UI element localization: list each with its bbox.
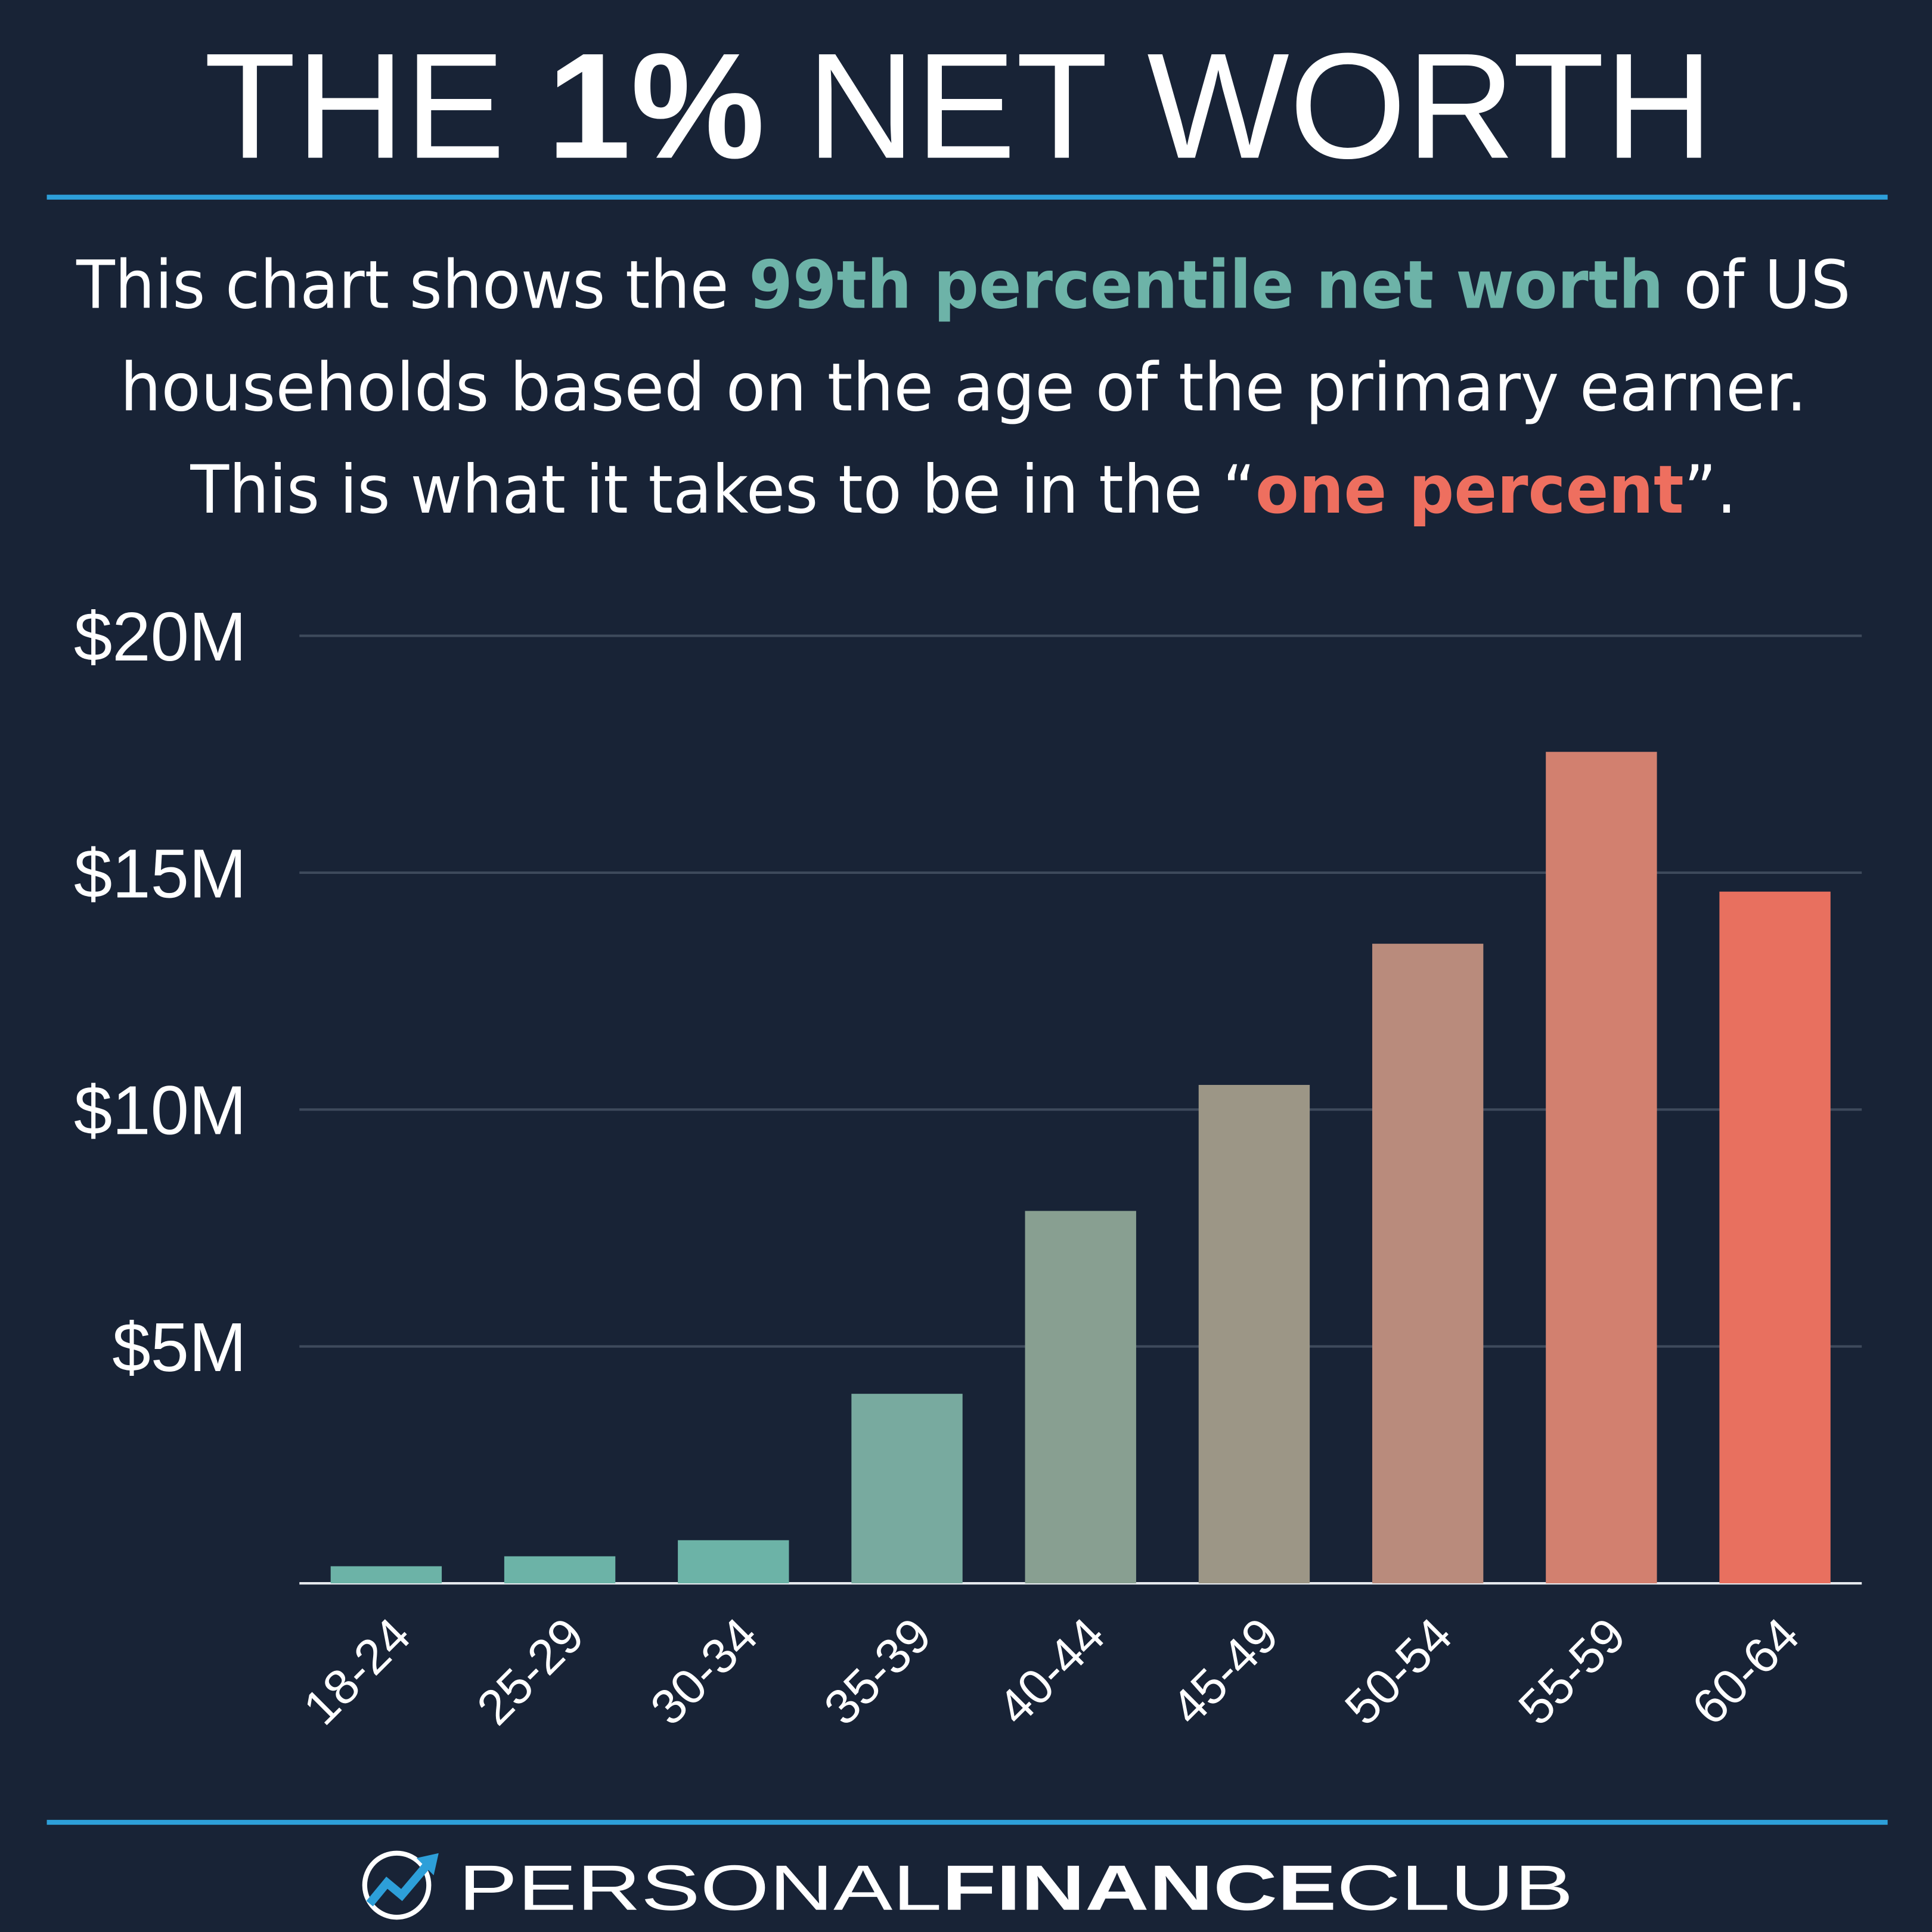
chart-title: THE 1% NET WORTH xyxy=(204,23,1713,190)
logo xyxy=(362,1850,439,1920)
subtitle-part: households based on the age of the prima… xyxy=(120,349,1807,426)
subtitle-part: This is what it takes to be in the “ xyxy=(190,451,1255,529)
bar xyxy=(1198,1084,1310,1584)
y-tick-label: $15M xyxy=(74,835,247,912)
subtitle-highlight: 99th percentile net worth xyxy=(749,247,1663,324)
footer-part: CLUB xyxy=(1336,1852,1573,1924)
subtitle-line: This chart shows the 99th percentile net… xyxy=(76,247,1850,324)
logo-ring xyxy=(362,1850,432,1920)
title-part: 1% xyxy=(547,23,765,190)
logo-arrow xyxy=(366,1860,432,1907)
footer: PERSONAL FINANCE CLUB xyxy=(458,1852,1574,1924)
subtitle-line: This is what it takes to be in the “one … xyxy=(190,451,1736,529)
subtitle-part: This chart shows the xyxy=(76,247,749,324)
bar xyxy=(1372,944,1484,1584)
bar xyxy=(1546,752,1657,1584)
subtitle-part: of US xyxy=(1664,247,1851,324)
y-tick-label: $5M xyxy=(112,1308,246,1386)
bar xyxy=(1719,891,1831,1584)
y-tick-label: $20M xyxy=(74,598,247,675)
bar xyxy=(330,1566,442,1584)
footer-part: PERSONAL xyxy=(458,1852,942,1924)
subtitle-part: ”. xyxy=(1684,451,1737,529)
bar xyxy=(851,1394,963,1584)
title-part: NET WORTH xyxy=(765,23,1713,190)
bar xyxy=(1025,1211,1136,1584)
subtitle-highlight: one percent xyxy=(1255,451,1684,529)
y-tick-label: $10M xyxy=(74,1072,247,1149)
title-part: THE xyxy=(204,23,547,190)
subtitle-line: households based on the age of the prima… xyxy=(120,349,1807,426)
bar xyxy=(504,1556,616,1584)
logo-arrowhead xyxy=(416,1853,439,1875)
bar xyxy=(678,1540,789,1584)
footer-part: FINANCE xyxy=(942,1852,1336,1924)
